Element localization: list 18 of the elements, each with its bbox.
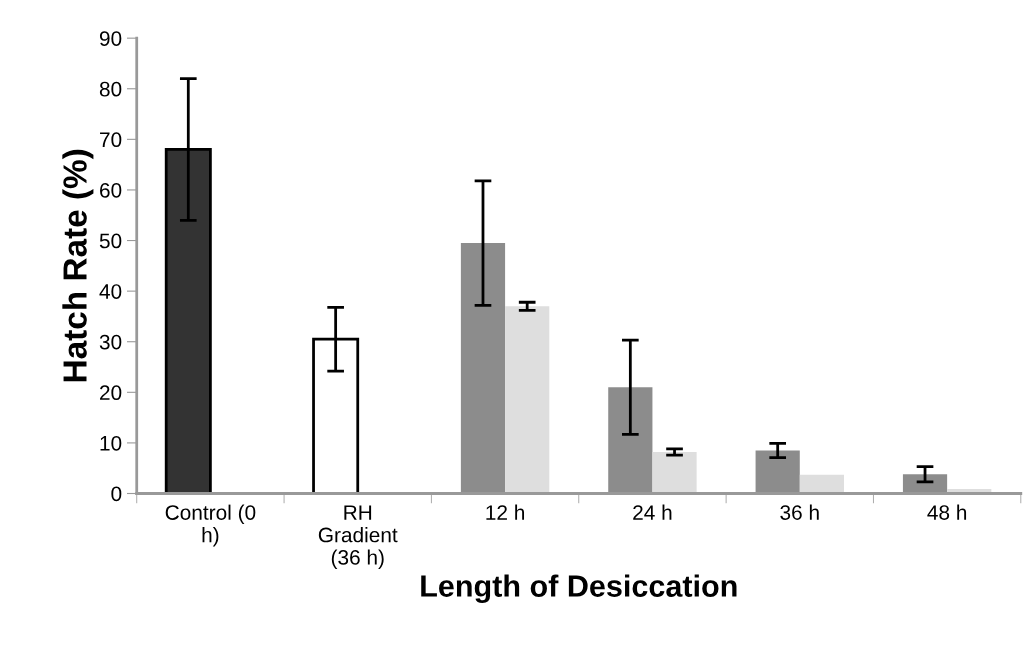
y-tick-label: 90 [99,31,122,46]
x-tick-label: RH Gradient (36 h) [318,505,398,569]
y-tick-label: 30 [99,334,122,350]
x-axis-title: Length of Desiccation [421,574,737,604]
y-tick-label: 80 [99,81,122,97]
y-tick-label: 60 [100,182,122,198]
x-tick-label: Control (0 h) [165,504,256,547]
x-tick-label: 36 h [780,504,819,520]
y-tick-label: 0 [111,486,122,502]
x-tick-label: 48 h [927,504,967,520]
x-tick-label: 12 h [486,504,525,520]
y-tick-label: 70 [100,132,122,148]
y-axis-title: Hatch Rate (%) [62,149,94,382]
x-tick-label: 24 h [633,504,672,520]
y-tick-label: 40 [99,284,122,299]
y-tick-label: 50 [99,233,122,249]
y-tick-label: 20 [100,385,122,401]
y-tick-label: 10 [100,435,122,451]
